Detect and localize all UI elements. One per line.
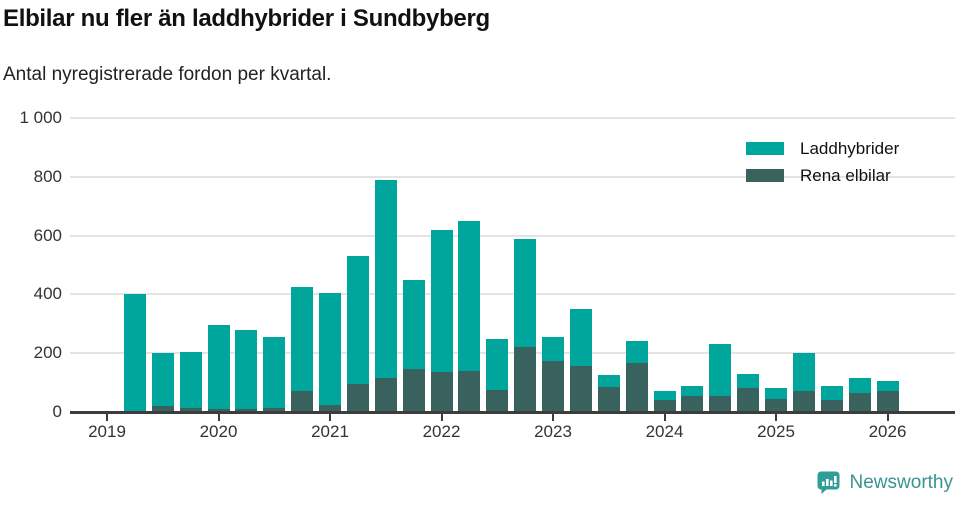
bar-rena-elbilar-2020-K1 (207, 409, 230, 412)
y-axis-label: 200 (33, 343, 62, 363)
bar-laddhybrider-2019-K3 (151, 353, 174, 407)
x-axis-label-2025: 2025 (757, 422, 795, 441)
x-axis-tick-2022 (440, 414, 443, 421)
bar-laddhybrider-2020-K4 (291, 287, 314, 392)
bar-rena-elbilar-2021-K3 (374, 378, 397, 412)
legend-swatch-rena-elbilar (746, 169, 784, 182)
bar-rena-elbilar-2019-K3 (151, 406, 174, 412)
gridline-200 (70, 352, 955, 355)
bar-rena-elbilar-2025-K3 (820, 400, 843, 412)
bar-laddhybrider-2025-K3 (820, 385, 843, 401)
bar-laddhybrider-2025-K1 (765, 388, 787, 399)
bar-laddhybrider-2022-K4 (514, 238, 537, 348)
bar-rena-elbilar-2024-K1 (653, 400, 676, 412)
bar-laddhybrider-2025-K2 (792, 353, 815, 392)
page-subtitle: Antal nyregistrerade fordon per kvartal. (3, 64, 332, 85)
x-axis-label-2023: 2023 (534, 422, 572, 441)
bar-laddhybrider-2023-K2 (569, 309, 592, 367)
bar-laddhybrider-2024-K1 (653, 391, 676, 401)
bar-laddhybrider-2022-K1 (430, 229, 453, 373)
bar-laddhybrider-2024-K4 (737, 373, 760, 389)
bar-rena-elbilar-2024-K2 (681, 395, 704, 412)
x-axis-label-2022: 2022 (422, 422, 461, 441)
x-axis-label-2021: 2021 (311, 422, 349, 441)
legend-label: Rena elbilar (800, 165, 891, 185)
bar-rena-elbilar-2026-K1 (876, 391, 899, 412)
gridline-600 (70, 234, 955, 237)
gridline-1000 (70, 117, 955, 119)
y-axis-label: 600 (33, 225, 62, 245)
bar-laddhybrider-2020-K2 (235, 329, 258, 410)
x-axis-label-2019: 2019 (88, 422, 126, 441)
x-axis-label-2020: 2020 (199, 422, 238, 441)
bar-laddhybrider-2024-K3 (709, 344, 732, 396)
bar-rena-elbilar-2024-K4 (737, 388, 760, 412)
bar-rena-elbilar-2019-K4 (179, 407, 202, 412)
x-axis-label-2024: 2024 (645, 422, 684, 441)
bar-laddhybrider-2020-K1 (207, 325, 230, 410)
bar-laddhybrider-2022-K3 (486, 338, 509, 390)
gridline-400 (70, 293, 955, 296)
page-title: Elbilar nu fler än laddhybrider i Sundby… (3, 5, 490, 32)
bar-laddhybrider-2022-K2 (458, 220, 481, 371)
bar-rena-elbilar-2023-K3 (597, 387, 620, 412)
bar-chart-speech-bubble-icon (817, 471, 840, 494)
bar-laddhybrider-2023-K1 (542, 337, 564, 361)
bar-rena-elbilar-2021-K2 (346, 384, 369, 412)
legend-swatch-laddhybrider (746, 142, 784, 155)
bar-rena-elbilar-2021-K4 (402, 369, 425, 412)
bar-rena-elbilar-2025-K2 (792, 391, 815, 412)
y-axis-label: 1 000 (19, 108, 62, 127)
gridline-800 (70, 175, 955, 178)
bar-laddhybrider-2021-K3 (374, 179, 397, 379)
bar-rena-elbilar-2020-K3 (263, 407, 286, 412)
bar-laddhybrider-2019-K4 (179, 351, 202, 408)
bar-rena-elbilar-2021-K1 (319, 404, 341, 412)
bar-laddhybrider-2021-K2 (346, 256, 369, 385)
bar-rena-elbilar-2020-K2 (235, 409, 258, 412)
bar-laddhybrider-2025-K4 (848, 378, 871, 393)
x-axis-tick-2025 (775, 414, 777, 421)
bar-rena-elbilar-2025-K4 (848, 392, 871, 412)
bar-rena-elbilar-2022-K2 (458, 370, 481, 412)
x-axis-line (70, 411, 955, 414)
bar-laddhybrider-2021-K1 (319, 292, 341, 405)
legend-item-rena-elbilar: Rena elbilar (746, 162, 899, 189)
bar-rena-elbilar-2025-K1 (765, 398, 787, 412)
bar-laddhybrider-2019-K2 (123, 294, 146, 411)
legend-item-laddhybrider: Laddhybrider (746, 135, 899, 162)
y-axis-label: 800 (33, 166, 62, 186)
y-axis-label: 0 (52, 402, 62, 421)
x-axis-tick-2026 (886, 414, 889, 421)
legend-label: Laddhybrider (800, 138, 900, 158)
x-axis-tick-2019 (106, 414, 108, 421)
x-axis-tick-2020 (217, 414, 220, 421)
bar-rena-elbilar-2023-K2 (569, 366, 592, 412)
bar-rena-elbilar-2023-K4 (625, 363, 648, 412)
bar-laddhybrider-2023-K3 (597, 375, 620, 387)
bar-rena-elbilar-2020-K4 (291, 391, 314, 412)
x-axis-tick-2023 (552, 414, 554, 421)
y-axis-label: 400 (33, 284, 62, 304)
bar-rena-elbilar-2024-K3 (709, 395, 732, 412)
x-axis-tick-2021 (329, 414, 331, 421)
newsworthy-wordmark: Newsworthy (849, 471, 953, 493)
newsworthy-logo[interactable]: Newsworthy (815, 469, 953, 496)
bar-laddhybrider-2020-K3 (263, 337, 286, 408)
bar-laddhybrider-2024-K2 (681, 385, 704, 396)
bar-rena-elbilar-2022-K4 (514, 347, 537, 412)
x-axis-tick-2024 (663, 414, 666, 421)
bar-laddhybrider-2026-K1 (876, 381, 899, 392)
bar-laddhybrider-2023-K4 (625, 341, 648, 364)
x-axis-label-2026: 2026 (868, 422, 907, 441)
bar-rena-elbilar-2022-K3 (486, 389, 509, 412)
bar-rena-elbilar-2022-K1 (430, 372, 453, 412)
bar-rena-elbilar-2023-K1 (542, 360, 564, 412)
bar-laddhybrider-2021-K4 (402, 279, 425, 370)
legend: Laddhybrider Rena elbilar (746, 135, 899, 189)
